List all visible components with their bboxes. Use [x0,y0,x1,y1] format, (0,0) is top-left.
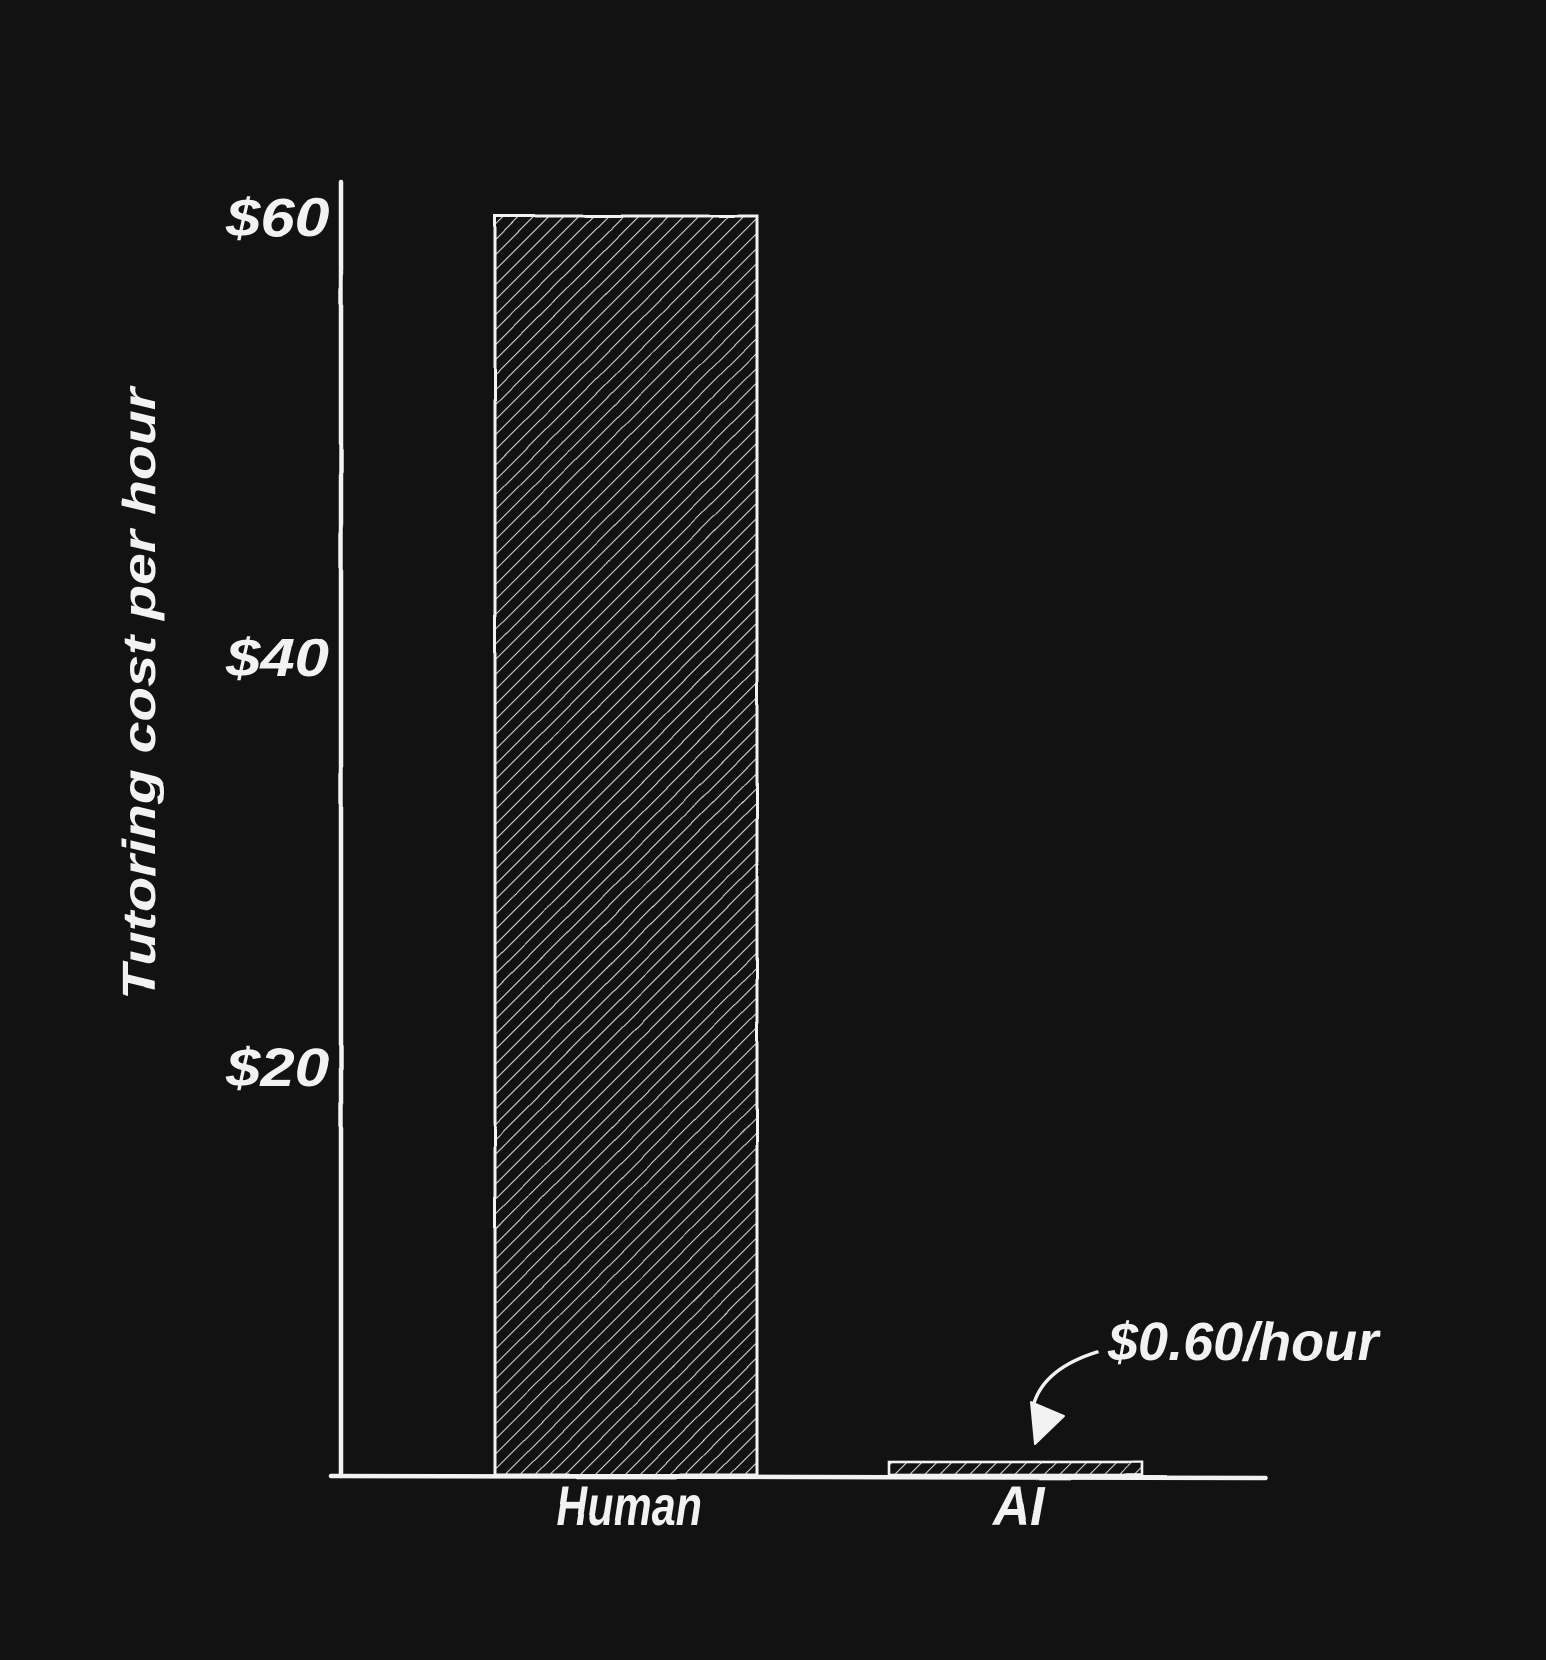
svg-text:Tutoring cost per hour: Tutoring cost per hour [113,385,165,1000]
svg-text:$20: $20 [225,1038,329,1098]
svg-text:Human: Human [556,1474,702,1537]
svg-text:$60: $60 [225,188,329,248]
svg-text:AI: AI [991,1474,1046,1537]
svg-text:$40: $40 [225,628,329,688]
svg-text:$0.60/hour: $0.60/hour [1107,1312,1381,1372]
